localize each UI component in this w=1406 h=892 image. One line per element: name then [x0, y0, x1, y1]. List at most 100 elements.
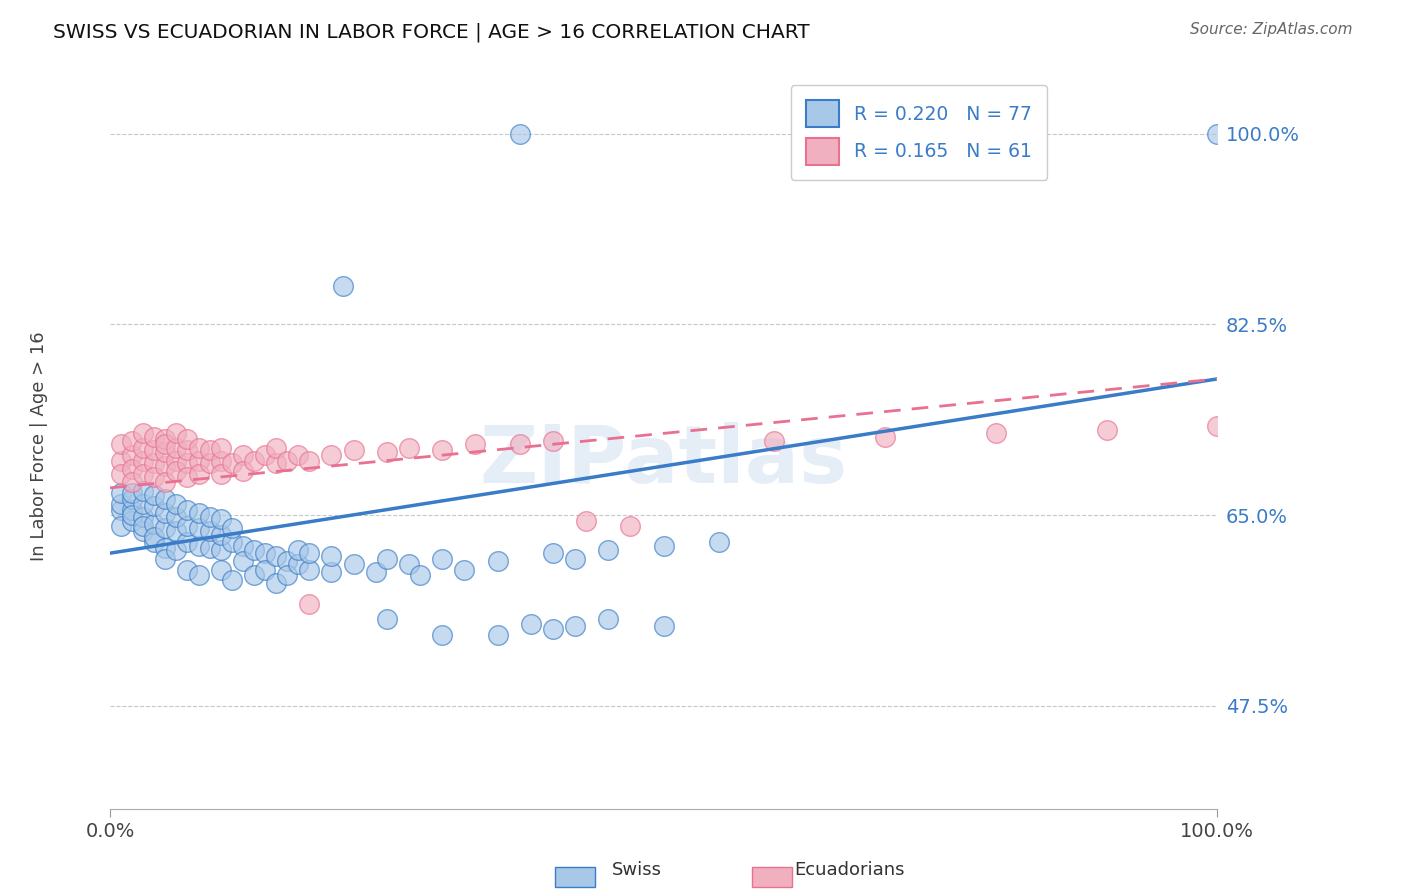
Point — [232, 554, 254, 568]
Point — [253, 546, 276, 560]
Point — [176, 502, 198, 516]
Point — [121, 514, 143, 528]
Point — [287, 542, 309, 557]
Point — [430, 551, 453, 566]
Point — [187, 506, 209, 520]
Point — [187, 568, 209, 582]
Point — [155, 521, 177, 535]
Point — [321, 448, 343, 462]
Point — [453, 562, 475, 576]
Point — [143, 430, 166, 444]
Point — [143, 470, 166, 484]
Point — [121, 508, 143, 522]
Point — [243, 542, 266, 557]
Point — [375, 445, 398, 459]
Point — [1206, 418, 1229, 433]
Point — [243, 453, 266, 467]
Point — [198, 456, 221, 470]
Point — [209, 512, 232, 526]
Point — [298, 546, 321, 560]
Point — [652, 619, 675, 633]
Point — [121, 475, 143, 490]
Text: Source: ZipAtlas.com: Source: ZipAtlas.com — [1189, 22, 1353, 37]
Point — [198, 510, 221, 524]
Point — [165, 497, 187, 511]
Point — [165, 465, 187, 479]
Point — [132, 524, 155, 539]
Point — [165, 441, 187, 455]
Point — [165, 542, 187, 557]
Point — [1206, 127, 1229, 141]
Point — [110, 497, 132, 511]
Point — [264, 549, 287, 564]
Point — [155, 541, 177, 555]
Point — [110, 519, 132, 533]
Point — [198, 524, 221, 539]
Legend: R = 0.220   N = 77, R = 0.165   N = 61: R = 0.220 N = 77, R = 0.165 N = 61 — [790, 86, 1047, 179]
Point — [143, 500, 166, 514]
Point — [564, 551, 586, 566]
Point — [342, 442, 364, 457]
Point — [652, 539, 675, 553]
Point — [564, 619, 586, 633]
Point — [132, 441, 155, 455]
Point — [707, 535, 730, 549]
Point — [509, 437, 531, 451]
Point — [110, 486, 132, 500]
Point — [155, 475, 177, 490]
Point — [121, 462, 143, 476]
Point — [165, 510, 187, 524]
Point — [464, 437, 486, 451]
Point — [209, 562, 232, 576]
Point — [176, 562, 198, 576]
Point — [519, 617, 541, 632]
Point — [575, 514, 598, 528]
Point — [187, 539, 209, 553]
Point — [984, 426, 1007, 441]
Point — [121, 448, 143, 462]
Point — [176, 456, 198, 470]
Point — [430, 628, 453, 642]
Point — [110, 437, 132, 451]
Text: ZIPatlas: ZIPatlas — [479, 422, 848, 500]
Point — [541, 546, 564, 560]
Point — [165, 426, 187, 441]
Point — [155, 445, 177, 459]
Point — [187, 441, 209, 455]
Point — [132, 519, 155, 533]
Point — [509, 127, 531, 141]
Point — [287, 557, 309, 571]
Point — [253, 562, 276, 576]
Point — [187, 453, 209, 467]
Point — [264, 441, 287, 455]
Text: In Labor Force | Age > 16: In Labor Force | Age > 16 — [31, 331, 48, 561]
Point — [541, 623, 564, 637]
Point — [110, 453, 132, 467]
Point — [209, 453, 232, 467]
Point — [121, 491, 143, 506]
Point — [221, 456, 243, 470]
Point — [276, 568, 298, 582]
Point — [209, 542, 232, 557]
Point — [155, 491, 177, 506]
Point — [1095, 423, 1118, 437]
Point — [321, 565, 343, 579]
Point — [486, 628, 509, 642]
Point — [209, 467, 232, 481]
Point — [143, 530, 166, 544]
Point — [375, 551, 398, 566]
Point — [209, 441, 232, 455]
Point — [430, 442, 453, 457]
Point — [176, 432, 198, 446]
Point — [221, 521, 243, 535]
Point — [321, 549, 343, 564]
Point — [143, 442, 166, 457]
Point — [110, 502, 132, 516]
Point — [409, 568, 432, 582]
Point — [332, 279, 354, 293]
Point — [155, 432, 177, 446]
Point — [232, 465, 254, 479]
Point — [155, 458, 177, 473]
Point — [121, 434, 143, 448]
Point — [121, 486, 143, 500]
